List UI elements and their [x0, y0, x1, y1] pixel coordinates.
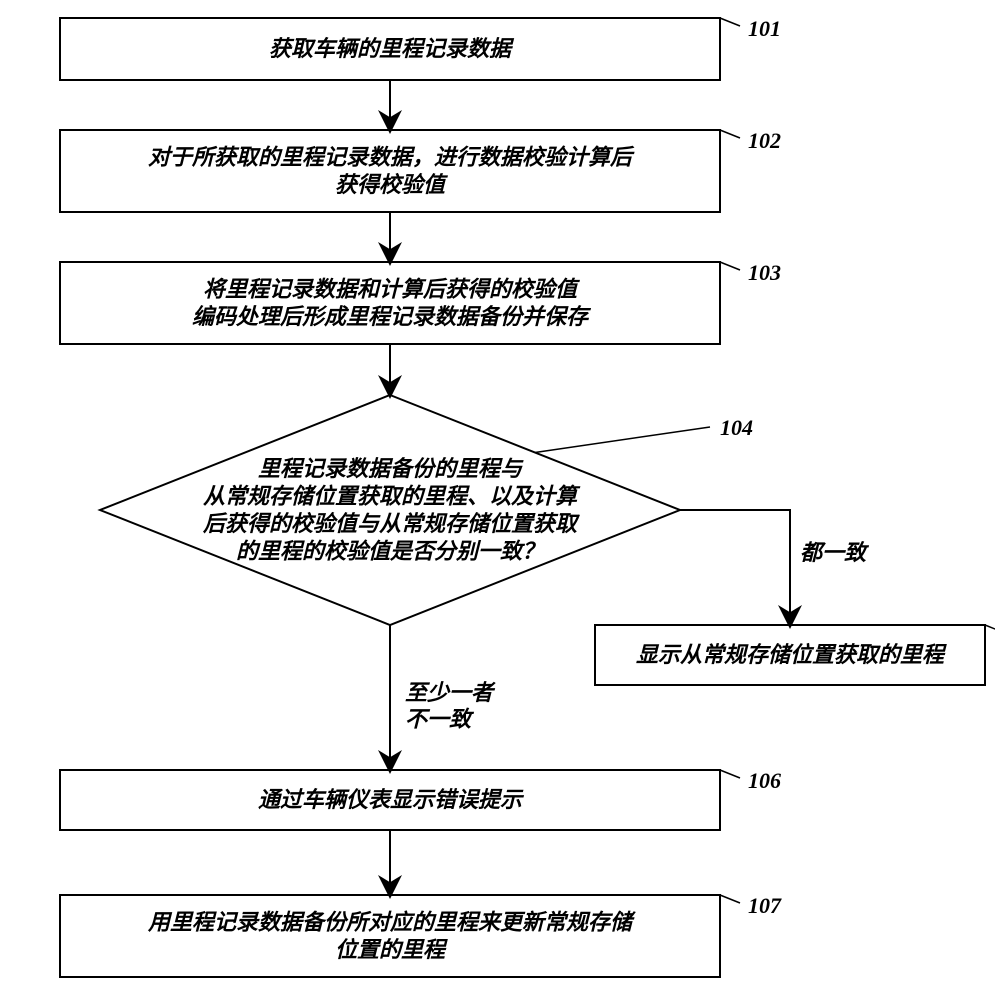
node-label-103: 103 [748, 260, 781, 285]
svg-text:通过车辆仪表显示错误提示: 通过车辆仪表显示错误提示 [258, 787, 525, 812]
svg-text:都一致: 都一致 [800, 540, 870, 565]
node-106: 通过车辆仪表显示错误提示 106 [60, 768, 781, 830]
flowchart-canvas: 获取车辆的里程记录数据 101 对于所获取的里程记录数据，进行数据校验计算后获得校验… [0, 0, 995, 1000]
svg-text:用里程记录数据备份所对应的里程来更新常规存储位置的里程: 用里程记录数据备份所对应的里程来更新常规存储位置的里程 [147, 909, 636, 962]
svg-text:至少一者不一致: 至少一者不一致 [405, 680, 496, 731]
svg-text:获取车辆的里程记录数据: 获取车辆的里程记录数据 [269, 36, 515, 61]
edge-104-106: 至少一者不一致 [390, 625, 496, 770]
node-label-101: 101 [748, 16, 781, 41]
node-107: 用里程记录数据备份所对应的里程来更新常规存储位置的里程 107 [60, 893, 782, 977]
svg-text:将里程记录数据和计算后获得的校验值编码处理后形成里程记录数据: 将里程记录数据和计算后获得的校验值编码处理后形成里程记录数据备份并保存 [192, 276, 592, 329]
node-label-102: 102 [748, 128, 781, 153]
svg-text:里程记录数据备份的里程与从常规存储位置获取的里程、以及计算后: 里程记录数据备份的里程与从常规存储位置获取的里程、以及计算后获得的校验值与从常规… [202, 456, 581, 564]
node-104: 里程记录数据备份的里程与从常规存储位置获取的里程、以及计算后获得的校验值与从常规… [100, 395, 753, 625]
svg-text:显示从常规存储位置获取的里程: 显示从常规存储位置获取的里程 [636, 642, 947, 667]
node-102: 对于所获取的里程记录数据，进行数据校验计算后获得校验值 102 [60, 128, 781, 212]
svg-text:对于所获取的里程记录数据，进行数据校验计算后获得校验值: 对于所获取的里程记录数据，进行数据校验计算后获得校验值 [148, 144, 635, 197]
node-101: 获取车辆的里程记录数据 101 [60, 16, 781, 80]
node-label-104: 104 [720, 415, 753, 440]
edge-104-105: 都一致 [680, 510, 870, 625]
node-label-106: 106 [748, 768, 781, 793]
node-105: 显示从常规存储位置获取的里程105 [595, 623, 995, 685]
node-label-107: 107 [748, 893, 782, 918]
node-103: 将里程记录数据和计算后获得的校验值编码处理后形成里程记录数据备份并保存 103 [60, 260, 781, 344]
